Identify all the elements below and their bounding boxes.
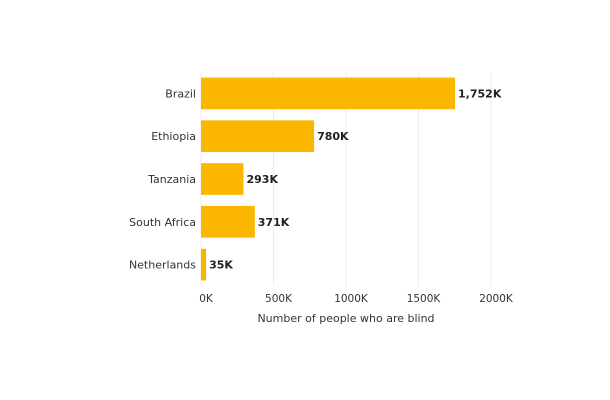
bar xyxy=(201,77,456,110)
bar xyxy=(201,248,207,281)
category-label: Brazil xyxy=(165,87,196,100)
category-label: Netherlands xyxy=(129,259,196,272)
x-tick-label: 1000K xyxy=(334,293,369,305)
x-axis-title: Number of people who are blind xyxy=(257,312,434,325)
bar xyxy=(201,205,255,238)
category-label: South Africa xyxy=(129,216,196,229)
value-label: 293K xyxy=(246,173,278,186)
value-label: 780K xyxy=(317,130,349,143)
value-label: 1,752K xyxy=(458,87,502,100)
x-tick-label: 0K xyxy=(199,293,214,305)
x-tick-label: 2000K xyxy=(479,293,514,305)
category-label: Tanzania xyxy=(147,173,196,186)
value-label: 35K xyxy=(209,259,233,272)
bar xyxy=(201,120,315,153)
category-label: Ethiopia xyxy=(151,130,196,143)
x-tick-label: 500K xyxy=(265,293,293,305)
value-label: 371K xyxy=(258,216,290,229)
bars xyxy=(201,77,456,281)
labels: 0K 500K 1000K 1500K 2000K Brazil 1,752K Ethiopi… xyxy=(129,87,514,305)
bar xyxy=(201,163,244,195)
x-tick-label: 1500K xyxy=(407,293,442,305)
